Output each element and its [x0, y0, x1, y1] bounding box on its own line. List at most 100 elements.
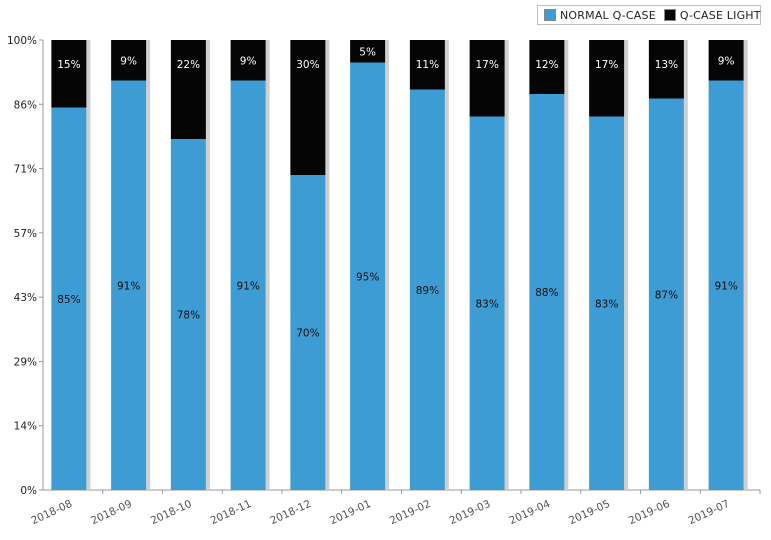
x-tick-label: 2018-09: [89, 498, 134, 527]
x-tick-label: 2018-11: [209, 498, 254, 527]
y-tick-label: 71%: [14, 164, 37, 176]
data-label: 17%: [475, 59, 498, 71]
y-tick-label: 29%: [14, 356, 37, 368]
bar-segment: [51, 107, 87, 490]
bar-shadow: [385, 62, 390, 490]
x-tick-label: 2019-06: [627, 498, 672, 528]
bar-segment: [230, 40, 266, 81]
bar-segment: [708, 80, 744, 490]
bar-shadow: [444, 89, 449, 490]
data-label: 17%: [595, 59, 618, 71]
bar-segment: [111, 40, 147, 81]
bar-shadow: [564, 94, 569, 490]
bar-shadow: [683, 40, 688, 99]
y-tick-label: 14%: [14, 421, 37, 433]
x-tick-label: 2019-05: [567, 498, 612, 527]
data-label: 83%: [595, 298, 618, 310]
y-tick-label: 0%: [20, 485, 37, 497]
legend-swatch-normal: [544, 9, 556, 21]
data-label: 83%: [475, 298, 498, 310]
data-label: 88%: [535, 287, 558, 299]
data-label: 70%: [296, 328, 319, 340]
data-label: 85%: [57, 294, 80, 306]
data-label: 9%: [240, 55, 257, 67]
bar-segment: [230, 80, 266, 490]
bar-shadow: [743, 40, 748, 81]
bar-segment: [350, 62, 386, 490]
data-label: 95%: [356, 271, 379, 283]
legend-item-normal[interactable]: NORMAL Q-CASE: [544, 9, 656, 22]
bar-shadow: [325, 40, 330, 175]
bar-segment: [589, 116, 625, 490]
bar-segment: [708, 40, 744, 81]
bar-shadow: [86, 40, 91, 108]
data-label: 91%: [714, 280, 737, 292]
data-label: 15%: [57, 59, 80, 71]
data-label: 91%: [236, 280, 259, 292]
data-label: 22%: [177, 59, 200, 71]
bar-segment: [51, 40, 87, 108]
x-tick-label: 2019-02: [388, 498, 433, 527]
bar-segment: [290, 175, 326, 490]
data-label: 5%: [359, 46, 376, 58]
bar-shadow: [564, 40, 569, 94]
bar-shadow: [624, 116, 629, 490]
x-tick-label: 2019-01: [328, 498, 373, 527]
data-label: 89%: [416, 285, 439, 297]
bar-shadow: [265, 80, 270, 490]
bar-shadow: [146, 80, 151, 490]
y-tick-label: 43%: [14, 292, 37, 304]
data-label: 9%: [120, 55, 137, 67]
x-tick-label: 2018-12: [268, 498, 313, 527]
data-label: 91%: [117, 280, 140, 292]
bar-segment: [290, 40, 326, 175]
bar-segment: [350, 40, 386, 63]
bar-segment: [170, 139, 206, 490]
bar-segment: [529, 40, 565, 94]
y-tick-label: 86%: [14, 99, 37, 111]
bar-shadow: [265, 40, 270, 81]
bar-segment: [648, 40, 684, 99]
data-label: 78%: [177, 310, 200, 322]
data-label: 87%: [655, 289, 678, 301]
data-label: 9%: [718, 55, 735, 67]
bar-shadow: [624, 40, 629, 117]
bar-segment: [589, 40, 625, 117]
x-tick-label: 2018-10: [149, 498, 194, 527]
data-label: 13%: [655, 59, 678, 71]
x-tick-label: 2018-08: [29, 498, 74, 527]
bar-shadow: [743, 80, 748, 490]
bar-segment: [469, 40, 505, 117]
legend-label-normal: NORMAL Q-CASE: [560, 8, 656, 22]
bar-segment: [529, 94, 565, 490]
chart-legend: NORMAL Q-CASE Q-CASE LIGHT: [537, 5, 761, 25]
legend-item-light[interactable]: Q-CASE LIGHT: [663, 8, 761, 22]
data-label: 12%: [535, 59, 558, 71]
y-tick-label: 100%: [7, 35, 37, 47]
bar-segment: [111, 80, 147, 490]
bar-shadow: [504, 40, 509, 117]
x-tick-label: 2019-07: [687, 498, 732, 527]
bar-shadow: [86, 107, 91, 490]
bar-shadow: [325, 175, 330, 490]
x-tick-label: 2019-03: [448, 498, 493, 527]
bar-shadow: [205, 139, 210, 490]
x-tick-label: 2019-04: [507, 498, 552, 528]
data-label: 30%: [296, 59, 319, 71]
legend-swatch-light: [663, 9, 676, 21]
bar-shadow: [205, 40, 210, 139]
bar-segment: [170, 40, 206, 139]
bar-segment: [409, 89, 445, 490]
bar-segment: [469, 116, 505, 490]
bar-shadow: [683, 98, 688, 490]
bar-segment: [648, 98, 684, 490]
bar-shadow: [504, 116, 509, 490]
bar-shadow: [444, 40, 449, 90]
legend-label-light: Q-CASE LIGHT: [679, 8, 761, 22]
bar-segment: [409, 40, 445, 90]
y-tick-label: 57%: [14, 228, 37, 240]
data-label: 11%: [416, 59, 439, 71]
bar-shadow: [146, 40, 151, 81]
bar-shadow: [385, 40, 390, 63]
